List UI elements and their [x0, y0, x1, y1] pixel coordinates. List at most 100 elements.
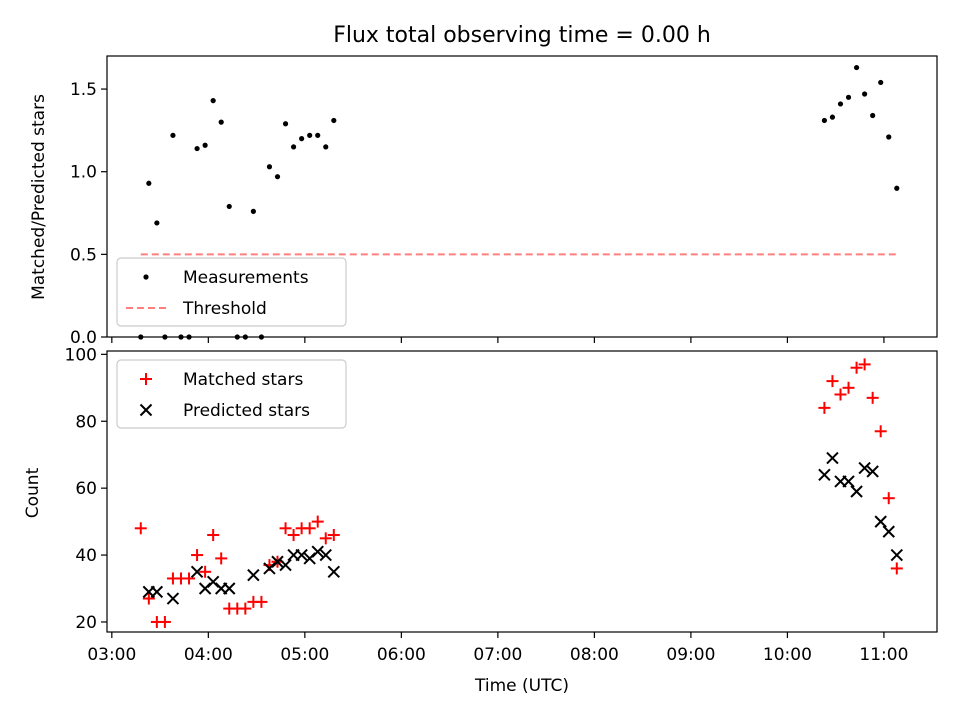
- matched-star-point: [319, 532, 332, 545]
- predicted-star-point: [874, 515, 887, 528]
- legend-entry-label: Threshold: [182, 299, 267, 319]
- predicted-star-point: [319, 548, 332, 562]
- measurement-point: [170, 132, 176, 138]
- count-y-tick-label: 20: [75, 613, 97, 633]
- matched-star-point: [327, 528, 340, 541]
- ratio-panel: Flux total observing time = 0.00 h Match…: [29, 23, 938, 348]
- predicted-star-point: [890, 548, 903, 562]
- matched-star-point: [818, 401, 831, 414]
- predicted-star-point: [223, 582, 236, 595]
- measurement-point: [829, 114, 836, 120]
- count-panel: Count 20 40 60 80 100 03:00 04:00 05:00 06:00 07:…: [23, 345, 938, 696]
- x-tick-label: 08:00: [570, 645, 619, 665]
- matched-star-point: [207, 528, 220, 541]
- measurement-point: [837, 101, 844, 107]
- measurement-point: [845, 94, 852, 100]
- measurement-point: [210, 98, 216, 104]
- measurement-point: [154, 220, 160, 226]
- measurement-point: [226, 203, 232, 210]
- measurement-point: [323, 144, 329, 150]
- measurement-point: [878, 79, 884, 86]
- measurement-point: [266, 164, 273, 170]
- measurement-point: [886, 134, 892, 140]
- measurement-point: [862, 91, 868, 97]
- matched-star-point: [311, 515, 324, 528]
- measurement-point: [250, 208, 256, 214]
- measurement-point: [290, 144, 297, 150]
- matched-star-point: [215, 552, 228, 565]
- ratio-y-tick-label: 1.0: [70, 163, 97, 183]
- x-tick-label: 09:00: [666, 645, 715, 665]
- ratio-y-tick-label: 0.0: [70, 328, 97, 348]
- legend-entry-label: Matched stars: [183, 370, 303, 390]
- measurement-point: [307, 132, 313, 138]
- matched-star-point: [134, 522, 147, 535]
- matched-star-point: [874, 425, 887, 438]
- x-tick-label: 04:00: [184, 645, 233, 665]
- predicted-star-point: [842, 475, 855, 488]
- count-plot-frame: [106, 350, 938, 633]
- count-plot-area: 20 40 60 80 100 03:00 04:00 05:00 06:00 07:00 08:0…: [65, 345, 909, 665]
- predicted-star-point: [150, 585, 164, 599]
- x-tick-label: 06:00: [377, 645, 426, 665]
- matched-star-point: [142, 592, 155, 605]
- count-y-tick-label: 40: [75, 546, 97, 566]
- count-legend-box: [116, 359, 347, 429]
- count-legend: Matched stars Predicted stars: [116, 359, 347, 429]
- predicted-star-point: [858, 461, 871, 475]
- measurement-point: [202, 142, 208, 148]
- measurement-point: [331, 117, 337, 124]
- x-tick-label: 03:00: [87, 645, 136, 665]
- ratio-y-tick-label: 1.5: [70, 80, 97, 100]
- x-axis-label: Time (UTC): [474, 676, 569, 696]
- matched-star-point: [279, 522, 292, 535]
- predicted-star-point: [866, 465, 879, 478]
- predicted-star-point: [271, 555, 284, 568]
- predicted-star-point: [311, 545, 324, 558]
- predicted-star-point: [247, 568, 260, 582]
- count-y-tick-label: 80: [75, 412, 97, 432]
- predicted-star-point: [850, 485, 863, 498]
- legend-entry-label: Predicted stars: [183, 401, 310, 421]
- x-tick-label: 05:00: [280, 645, 329, 665]
- count-y-tick-label: 100: [65, 345, 97, 365]
- matched-star-point: [191, 549, 204, 562]
- x-tick-label: 11:00: [859, 645, 908, 665]
- measurement-point: [218, 119, 224, 125]
- measurement-point: [146, 180, 152, 186]
- matched-star-point: [158, 615, 171, 628]
- chart-title: Flux total observing time = 0.00 h: [333, 23, 711, 48]
- measurement-point: [274, 174, 281, 180]
- matched-star-point: [866, 391, 879, 404]
- predicted-star-point: [818, 468, 831, 481]
- matched-star-point: [199, 565, 212, 578]
- predicted-star-point: [166, 592, 180, 605]
- ratio-plot-area: 0.0 0.5 1.0 1.5: [70, 64, 900, 348]
- ratio-plot-frame: [106, 55, 938, 338]
- count-y-tick-label: 60: [75, 479, 97, 499]
- measurement-point: [853, 64, 860, 71]
- matched-star-point: [850, 361, 863, 374]
- matched-star-point: [882, 492, 895, 505]
- measurement-point: [282, 121, 289, 127]
- matched-star-point: [890, 562, 903, 575]
- y-axis-label-ratio: Matched/Predicted stars: [29, 94, 49, 300]
- measurement-point: [299, 136, 305, 142]
- matched-star-point: [239, 602, 252, 615]
- predicted-star-point: [826, 451, 839, 465]
- legend-plus-swatch: [140, 373, 152, 385]
- predicted-star-point: [190, 565, 204, 578]
- matched-star-point: [826, 375, 839, 388]
- predicted-star-point: [279, 558, 292, 572]
- measurement-point: [870, 112, 876, 119]
- legend-dot-swatch: [143, 274, 149, 280]
- matched-star-point: [858, 358, 871, 371]
- legend-x-swatch: [139, 403, 153, 417]
- predicted-star-point: [327, 565, 341, 578]
- y-axis-label-count: Count: [23, 467, 43, 518]
- measurement-point: [894, 185, 900, 191]
- legend-entry-label: Measurements: [183, 268, 309, 288]
- ratio-legend: Measurements Threshold: [116, 257, 347, 327]
- ratio-y-tick-label: 0.5: [70, 245, 97, 265]
